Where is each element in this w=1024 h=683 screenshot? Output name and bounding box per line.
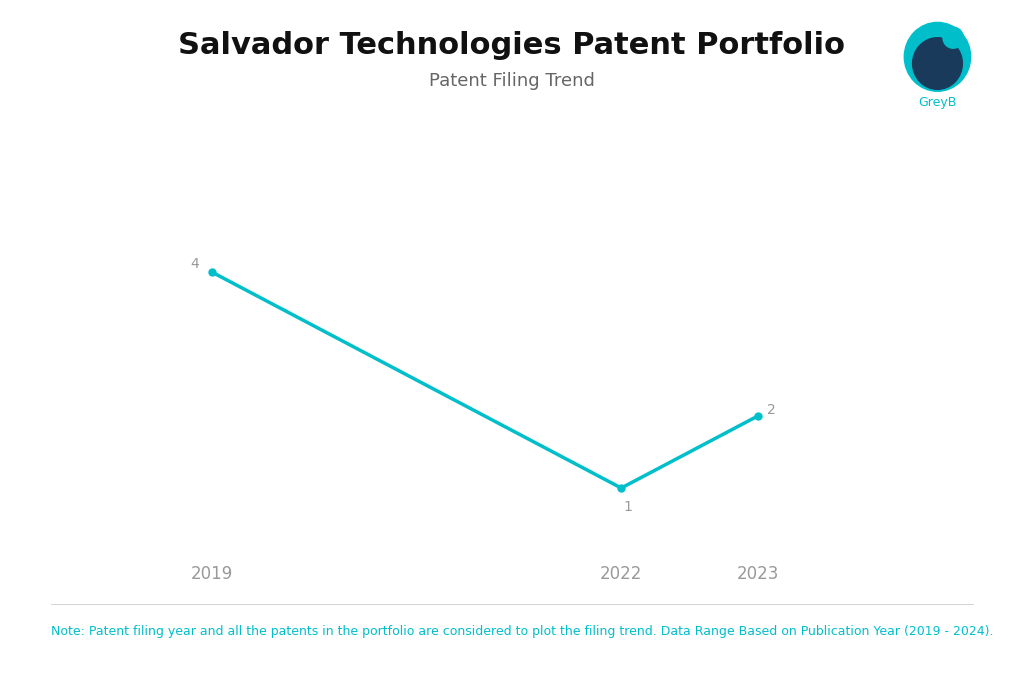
Circle shape xyxy=(912,38,963,89)
Text: 2: 2 xyxy=(767,404,776,417)
Circle shape xyxy=(943,27,964,48)
Text: Note: Patent filing year and all the patents in the portfolio are considered to : Note: Patent filing year and all the pat… xyxy=(51,625,993,638)
Circle shape xyxy=(904,23,971,92)
Text: Patent Filing Trend: Patent Filing Trend xyxy=(429,72,595,89)
Text: Salvador Technologies Patent Portfolio: Salvador Technologies Patent Portfolio xyxy=(178,31,846,59)
Text: 1: 1 xyxy=(624,501,633,514)
Text: 4: 4 xyxy=(190,257,200,270)
Text: GreyB: GreyB xyxy=(919,96,956,109)
